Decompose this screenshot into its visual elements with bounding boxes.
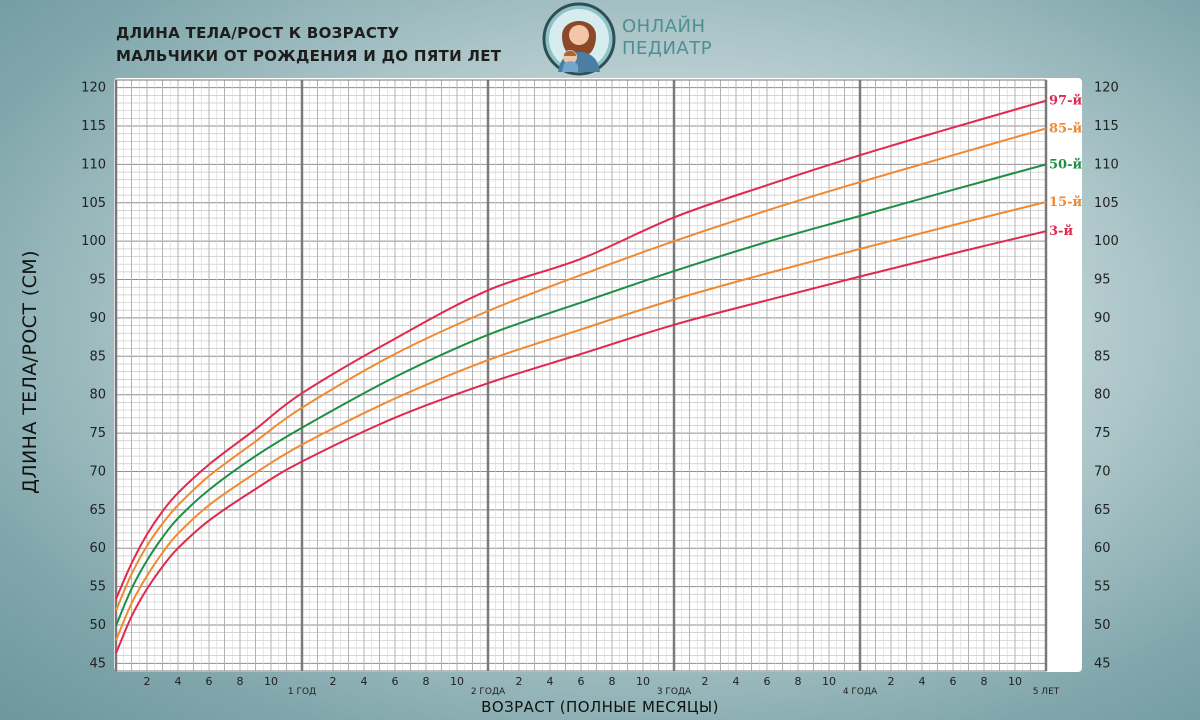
y-tick-label-left: 55 xyxy=(89,580,106,595)
logo-text-line1: ОНЛАЙН xyxy=(622,16,706,37)
x-year-label: 3 ГОДА xyxy=(657,687,692,697)
x-tick-label: 6 xyxy=(206,675,213,688)
y-tick-label-right: 105 xyxy=(1094,196,1119,211)
chart-title: ДЛИНА ТЕЛА/РОСТ К ВОЗРАСТУ МАЛЬЧИКИ ОТ Р… xyxy=(116,22,501,68)
x-tick-label: 10 xyxy=(264,675,278,688)
y-tick-label-right: 75 xyxy=(1094,426,1111,441)
y-tick-label-left: 75 xyxy=(89,426,106,441)
logo-text-line2: ПЕДИАТР xyxy=(622,38,713,59)
y-tick-label-left: 50 xyxy=(89,618,106,633)
y-tick-label-right: 120 xyxy=(1094,81,1119,96)
x-tick-label: 10 xyxy=(1008,675,1022,688)
grid xyxy=(114,79,1048,672)
x-tick-label: 2 xyxy=(330,675,337,688)
y-tick-label-left: 100 xyxy=(81,234,106,249)
percentile-label: 3-й xyxy=(1049,224,1073,239)
y-tick-label-left: 60 xyxy=(89,541,106,556)
y-tick-label-right: 80 xyxy=(1094,388,1111,403)
x-tick-label: 8 xyxy=(609,675,616,688)
plot-frame xyxy=(115,79,1047,672)
x-tick-label: 4 xyxy=(361,675,368,688)
x-year-label: 2 ГОДА xyxy=(471,687,506,697)
logo-text: ОНЛАЙН ПЕДИАТР xyxy=(622,16,712,60)
curve-50-й xyxy=(115,163,1047,627)
x-year-label: 4 ГОДА xyxy=(843,687,878,697)
curve-3-й xyxy=(115,230,1047,654)
y-tick-label-left: 45 xyxy=(89,656,106,671)
y-tick-label-right: 55 xyxy=(1094,580,1111,595)
y-tick-label-right: 50 xyxy=(1094,618,1111,633)
y-tick-label-left: 110 xyxy=(81,157,106,172)
x-tick-label: 10 xyxy=(636,675,650,688)
y-tick-label-right: 90 xyxy=(1094,311,1111,326)
x-tick-label: 6 xyxy=(950,675,957,688)
y-tick-label-left: 80 xyxy=(89,388,106,403)
x-tick-label: 4 xyxy=(547,675,554,688)
y-tick-label-left: 105 xyxy=(81,196,106,211)
y-tick-label-right: 115 xyxy=(1094,119,1119,134)
y-tick-label-right: 65 xyxy=(1094,503,1111,518)
x-tick-label: 2 xyxy=(702,675,709,688)
pediatrician-logo-icon xyxy=(542,2,616,76)
y-tick-label-left: 65 xyxy=(89,503,106,518)
curve-15-й xyxy=(115,201,1047,641)
x-tick-label: 4 xyxy=(919,675,926,688)
x-tick-label: 6 xyxy=(764,675,771,688)
y-tick-label-left: 115 xyxy=(81,119,106,134)
x-tick-label: 4 xyxy=(733,675,740,688)
x-tick-label: 8 xyxy=(795,675,802,688)
y-tick-label-right: 45 xyxy=(1094,656,1111,671)
x-tick-label: 10 xyxy=(450,675,464,688)
plot-background xyxy=(114,78,1082,672)
x-tick-label: 6 xyxy=(578,675,585,688)
y-tick-label-right: 60 xyxy=(1094,541,1111,556)
curve-97-й xyxy=(115,99,1047,600)
y-tick-label-left: 90 xyxy=(89,311,106,326)
labels: 45 45 50 50 55 55 60 60 65 65 70 70 75 75 80 80 85 85 90 90… xyxy=(81,81,1119,697)
y-tick-label-left: 95 xyxy=(89,273,106,288)
curves xyxy=(115,99,1047,654)
percentile-label: 15-й xyxy=(1049,195,1082,210)
x-tick-label: 8 xyxy=(423,675,430,688)
x-tick-label: 8 xyxy=(237,675,244,688)
percentile-label: 97-й xyxy=(1049,94,1082,109)
y-tick-label-left: 70 xyxy=(89,464,106,479)
chart-title-line2: МАЛЬЧИКИ ОТ РОЖДЕНИЯ И ДО ПЯТИ ЛЕТ xyxy=(116,47,502,65)
y-tick-label-right: 100 xyxy=(1094,234,1119,249)
x-tick-label: 10 xyxy=(822,675,836,688)
y-tick-label-right: 85 xyxy=(1094,349,1111,364)
x-tick-label: 2 xyxy=(888,675,895,688)
x-year-label: 1 ГОД xyxy=(288,687,316,697)
y-tick-label-left: 85 xyxy=(89,349,106,364)
x-tick-label: 6 xyxy=(392,675,399,688)
y-tick-label-right: 110 xyxy=(1094,157,1119,172)
x-year-label: 5 ЛЕТ xyxy=(1033,687,1060,697)
y-tick-label-right: 70 xyxy=(1094,464,1111,479)
percentile-label: 50-й xyxy=(1049,157,1082,172)
x-tick-label: 4 xyxy=(175,675,182,688)
x-tick-label: 8 xyxy=(981,675,988,688)
y-tick-label-right: 95 xyxy=(1094,273,1111,288)
x-tick-label: 2 xyxy=(516,675,523,688)
curve-85-й xyxy=(115,127,1047,611)
x-axis-label: ВОЗРАСТ (ПОЛНЫЕ МЕСЯЦЫ) xyxy=(481,698,719,716)
percentile-label: 85-й xyxy=(1049,121,1082,136)
x-tick-label: 2 xyxy=(144,675,151,688)
chart-title-line1: ДЛИНА ТЕЛА/РОСТ К ВОЗРАСТУ xyxy=(116,24,400,42)
y-tick-label-left: 120 xyxy=(81,81,106,96)
